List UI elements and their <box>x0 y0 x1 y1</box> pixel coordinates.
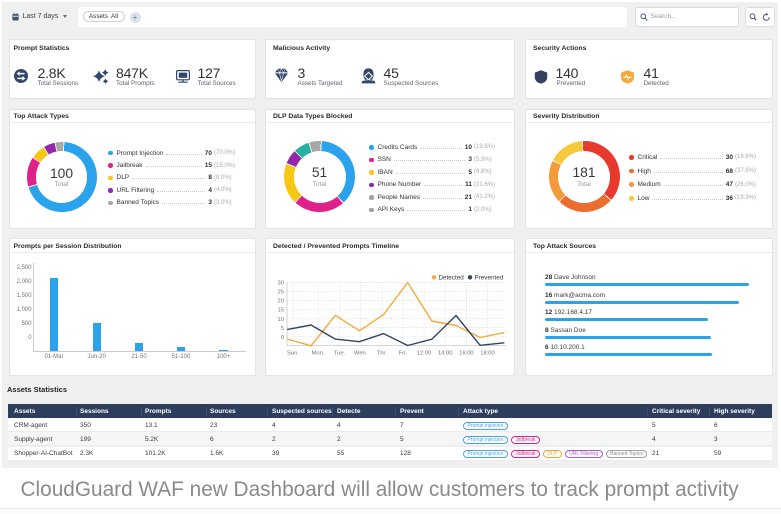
svg-text:Sun.: Sun. <box>287 351 299 357</box>
svg-text:Wen.: Wen. <box>354 351 368 357</box>
svg-text:10: 10 <box>278 317 284 323</box>
svg-text:30: 30 <box>278 281 284 287</box>
svg-text:Mon.: Mon. <box>312 351 325 357</box>
svg-text:Detected: Detected <box>439 275 465 282</box>
svg-text:25: 25 <box>278 290 284 296</box>
svg-text:18:00: 18:00 <box>480 351 495 357</box>
svg-text:5: 5 <box>281 326 284 332</box>
svg-text:16:00: 16:00 <box>459 351 474 357</box>
svg-text:Prevented: Prevented <box>475 275 504 282</box>
svg-text:0: 0 <box>281 335 284 341</box>
svg-text:Thr.: Thr. <box>377 351 387 357</box>
svg-text:20: 20 <box>278 299 284 305</box>
svg-text:Fri.: Fri. <box>399 351 408 357</box>
svg-text:14:00: 14:00 <box>438 351 453 357</box>
svg-text:15: 15 <box>278 308 284 314</box>
svg-text:Tue.: Tue. <box>334 351 346 357</box>
svg-text:12:00: 12:00 <box>417 351 432 357</box>
